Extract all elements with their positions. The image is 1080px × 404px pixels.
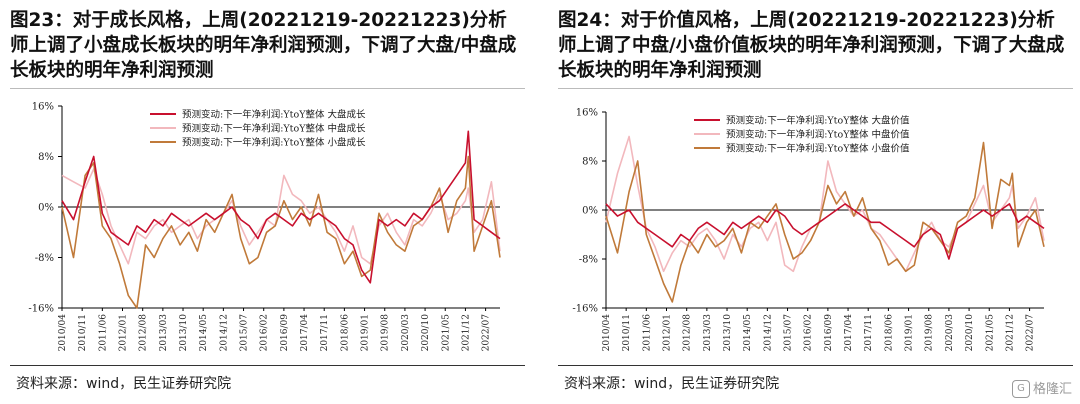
x-tick-label: 2021/05 — [985, 314, 995, 352]
x-tick-label: 2010/11 — [622, 314, 632, 351]
x-tick-label: 2019/01 — [361, 314, 371, 351]
title-divider — [10, 88, 525, 89]
x-tick-label: 2021/12 — [1005, 314, 1015, 351]
x-tick-label: 2018/06 — [340, 314, 350, 352]
x-tick-label: 2013/03 — [159, 314, 169, 352]
figure-title: 图24：对于价值风格，上周(20221219-20221223)分析师上调了中盘… — [558, 10, 1065, 81]
x-tick-label: 2010/04 — [602, 314, 612, 352]
x-tick-label: 2014/05 — [743, 314, 753, 352]
title-divider — [558, 88, 1073, 89]
y-tick-label: -8% — [35, 253, 54, 264]
y-tick-label: 8% — [38, 152, 54, 163]
x-tick-label: 2016/02 — [804, 314, 814, 351]
chart-panel-left: 图23：对于成长风格，上周(20221219-20221223)分析师上调了小盘… — [0, 0, 530, 404]
x-tick-label: 2012/08 — [139, 314, 149, 352]
x-tick-label: 2011/06 — [642, 314, 652, 352]
series-line — [605, 203, 1045, 260]
x-tick-label: 2014/12 — [219, 314, 229, 351]
figure-source: 资料来源：wind，民生证券研究院 — [16, 376, 232, 392]
x-tick-label: 2018/06 — [884, 314, 894, 352]
series-line — [61, 130, 501, 284]
x-tick-label: 2020/10 — [965, 314, 975, 352]
watermark-text: 格隆汇 — [1032, 381, 1072, 397]
x-tick-label: 2017/11 — [320, 314, 330, 351]
x-tick-label: 2014/05 — [199, 314, 209, 352]
x-tick-label: 2013/10 — [179, 314, 189, 352]
y-tick-label: 16% — [32, 102, 54, 113]
x-tick-label: 2011/06 — [98, 314, 108, 352]
x-tick-label: 2016/09 — [280, 314, 290, 352]
x-tick-label: 2015/07 — [784, 314, 794, 352]
source-divider — [10, 365, 525, 366]
legend-label: 预测变动:下一年净利润:YtoY整体 大盘成长 — [182, 109, 366, 121]
legend-label: 预测变动:下一年净利润:YtoY整体 小盘价值 — [726, 143, 910, 155]
y-tick-label: 8% — [582, 157, 598, 168]
legend-label: 预测变动:下一年净利润:YtoY整体 大盘价值 — [726, 115, 910, 127]
x-tick-label: 2022/07 — [1026, 314, 1036, 352]
x-tick-label: 2019/01 — [905, 314, 915, 351]
x-tick-label: 2014/12 — [763, 314, 773, 351]
x-tick-label: 2013/03 — [703, 314, 713, 352]
x-tick-label: 2017/11 — [864, 314, 874, 351]
series-line — [61, 155, 501, 309]
y-tick-label: 0% — [582, 206, 598, 217]
x-tick-label: 2021/05 — [441, 314, 451, 352]
x-tick-label: 2016/02 — [260, 314, 270, 351]
x-tick-label: 2020/03 — [945, 314, 955, 352]
x-tick-label: 2012/08 — [683, 314, 693, 352]
x-tick-label: 2020/03 — [401, 314, 411, 352]
x-tick-label: 2022/07 — [482, 314, 492, 352]
watermark-logo-icon: G — [1011, 380, 1030, 398]
line-chart: 16% 8% 0% -8% -16% 2010/04 2010/11 2011/06 2012/… — [572, 108, 1045, 352]
line-chart: 16% 8% 0% -8% -16% 2010/04 2010/11 2011/06 2012/… — [28, 102, 501, 352]
x-tick-label: 2010/04 — [58, 314, 68, 352]
x-tick-label: 2015/07 — [240, 314, 250, 352]
x-tick-label: 2017/04 — [300, 314, 310, 352]
x-tick-label: 2021/12 — [461, 314, 471, 351]
legend-label: 预测变动:下一年净利润:YtoY整体 小盘成长 — [182, 137, 366, 149]
source-divider — [558, 365, 1073, 366]
x-tick-label: 2019/08 — [381, 314, 391, 352]
series-line — [605, 135, 1045, 273]
y-tick-label: 0% — [38, 203, 54, 214]
y-tick-label: -16% — [572, 304, 598, 315]
x-tick-label: 2010/11 — [78, 314, 88, 351]
y-tick-label: -8% — [579, 255, 598, 266]
x-tick-label: 2019/08 — [925, 314, 935, 352]
figure-title: 图23：对于成长风格，上周(20221219-20221223)分析师上调了小盘… — [10, 10, 517, 81]
watermark: G 格隆汇 — [1011, 378, 1072, 398]
x-tick-label: 2013/10 — [723, 314, 733, 352]
y-tick-label: 16% — [576, 108, 598, 119]
legend-label: 预测变动:下一年净利润:YtoY整体 中盘价值 — [726, 129, 910, 141]
series-line — [605, 141, 1045, 303]
y-tick-label: -16% — [28, 304, 54, 315]
legend-label: 预测变动:下一年净利润:YtoY整体 中盘成长 — [182, 123, 366, 135]
x-tick-label: 2016/09 — [824, 314, 834, 352]
series-line — [61, 168, 501, 265]
x-tick-label: 2020/10 — [421, 314, 431, 352]
x-tick-label: 2017/04 — [844, 314, 854, 352]
chart-panel-right: 图24：对于价值风格，上周(20221219-20221223)分析师上调了中盘… — [548, 0, 1078, 404]
figure-source: 资料来源：wind，民生证券研究院 — [564, 376, 780, 392]
x-tick-label: 2012/01 — [663, 314, 673, 351]
x-tick-label: 2012/01 — [119, 314, 129, 351]
